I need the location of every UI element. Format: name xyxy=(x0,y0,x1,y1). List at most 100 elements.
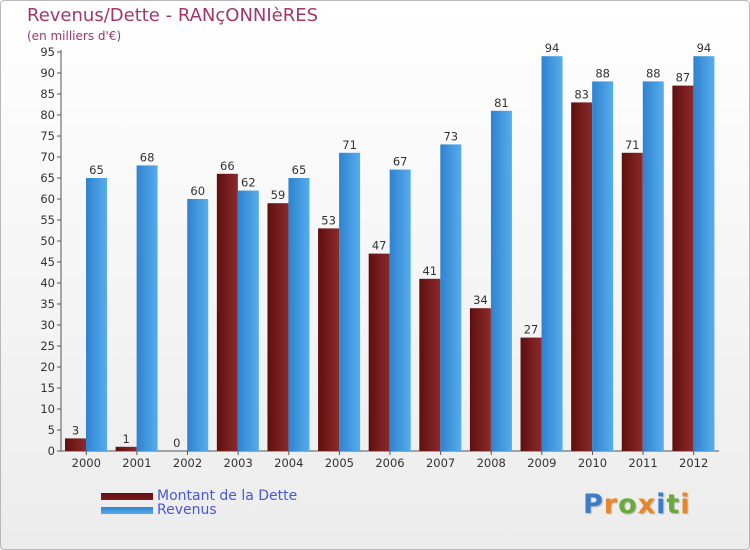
value-label-revenus: 67 xyxy=(393,155,408,169)
chart-bars xyxy=(65,56,715,452)
legend-label-dette: Montant de la Dette xyxy=(157,488,298,504)
value-label-revenus: 94 xyxy=(545,41,560,55)
y-tick-label: 45 xyxy=(40,255,55,269)
bar-revenus xyxy=(490,110,512,452)
bar-revenus xyxy=(288,178,310,451)
bar-dette xyxy=(419,278,441,451)
bar-dette xyxy=(621,152,643,452)
value-label-dette: 34 xyxy=(473,293,488,307)
value-label-dette: 83 xyxy=(574,87,589,101)
x-tick-label: 2004 xyxy=(274,456,303,470)
value-label-revenus: 62 xyxy=(241,176,256,190)
y-tick-label: 95 xyxy=(40,45,55,59)
logo-letter: t xyxy=(666,489,681,520)
logo-letter: x xyxy=(637,489,657,520)
bar-revenus xyxy=(642,81,664,452)
y-tick-label: 5 xyxy=(48,423,55,437)
y-tick-label: 10 xyxy=(40,402,55,416)
x-tick-label: 2006 xyxy=(375,456,404,470)
x-tick-label: 2007 xyxy=(426,456,455,470)
bar-revenus xyxy=(237,190,259,451)
value-label-revenus: 65 xyxy=(292,163,307,177)
x-tick-label: 2001 xyxy=(122,456,151,470)
bar-dette xyxy=(368,253,390,451)
bar-dette xyxy=(520,337,542,451)
logo-letter: P xyxy=(583,489,604,520)
bar-revenus xyxy=(440,144,462,451)
logo-letter: r xyxy=(603,489,619,520)
x-tick-label: 2011 xyxy=(628,456,657,470)
value-label-revenus: 60 xyxy=(190,184,205,198)
bar-dette xyxy=(318,228,340,451)
logo-letter: i xyxy=(680,489,691,520)
y-tick-label: 30 xyxy=(40,318,55,332)
bar-dette xyxy=(65,438,86,451)
chart-subtitle: (en milliers d'€) xyxy=(27,29,122,43)
value-label-dette: 0 xyxy=(173,436,180,450)
bar-revenus xyxy=(86,178,107,451)
bar-dette xyxy=(469,308,491,451)
y-tick-label: 55 xyxy=(40,213,55,227)
y-tick-label: 90 xyxy=(40,66,55,80)
value-label-dette: 27 xyxy=(524,323,539,337)
value-label-revenus: 81 xyxy=(494,96,509,110)
y-tick-label: 25 xyxy=(40,339,55,353)
y-tick-label: 85 xyxy=(40,87,55,101)
y-tick-label: 65 xyxy=(40,171,55,185)
value-label-revenus: 88 xyxy=(646,66,661,80)
y-tick-label: 40 xyxy=(40,276,55,290)
y-tick-label: 35 xyxy=(40,297,55,311)
value-label-revenus: 71 xyxy=(342,138,357,152)
x-tick-label: 2002 xyxy=(173,456,202,470)
legend-label-revenus: Revenus xyxy=(157,502,217,518)
bar-revenus xyxy=(592,81,614,452)
bar-dette xyxy=(216,173,238,452)
legend-swatch-dette xyxy=(101,493,153,500)
bar-revenus xyxy=(693,56,715,451)
value-label-dette: 3 xyxy=(72,423,79,437)
x-tick-label: 2005 xyxy=(325,456,354,470)
x-tick-label: 2010 xyxy=(578,456,607,470)
logo-letter: i xyxy=(656,489,667,520)
y-tick-label: 80 xyxy=(40,108,55,122)
y-tick-label: 50 xyxy=(40,234,55,248)
bar-revenus xyxy=(136,165,158,451)
value-label-dette: 47 xyxy=(372,239,387,253)
value-label-revenus: 68 xyxy=(140,150,155,164)
chart-axes: 0510152025303540455055606570758085909520… xyxy=(40,45,719,470)
chart-title: Revenus/Dette - RANçONNIèRES xyxy=(27,5,319,26)
value-label-revenus: 73 xyxy=(443,129,458,143)
bar-dette xyxy=(672,85,694,451)
bar-revenus xyxy=(339,152,361,452)
value-label-revenus: 94 xyxy=(697,41,712,55)
x-tick-label: 2003 xyxy=(224,456,253,470)
y-tick-label: 0 xyxy=(48,444,55,458)
y-tick-label: 75 xyxy=(40,129,55,143)
value-label-dette: 87 xyxy=(676,71,691,85)
bar-dette xyxy=(267,203,289,451)
value-label-dette: 1 xyxy=(122,432,129,446)
bar-revenus xyxy=(541,56,563,451)
value-label-dette: 53 xyxy=(321,213,336,227)
x-tick-label: 2012 xyxy=(679,456,708,470)
bar-revenus xyxy=(389,169,411,451)
bar-dette xyxy=(115,446,137,451)
bar-dette xyxy=(571,102,593,452)
value-label-revenus: 65 xyxy=(89,163,104,177)
x-tick-label: 2008 xyxy=(477,456,506,470)
y-tick-label: 20 xyxy=(40,360,55,374)
value-label-dette: 59 xyxy=(271,188,286,202)
logo-letter: o xyxy=(618,489,638,520)
legend-swatch-revenus xyxy=(101,507,153,514)
chart-value-labels: 3 65 1 68 0 60 66 62 59 65 53 71 47 67 41 73 34 81 27 94 83 8… xyxy=(72,41,711,450)
x-tick-label: 2009 xyxy=(527,456,556,470)
value-label-dette: 41 xyxy=(422,264,437,278)
y-tick-label: 15 xyxy=(40,381,55,395)
value-label-dette: 71 xyxy=(625,138,640,152)
value-label-dette: 66 xyxy=(220,159,235,173)
value-label-revenus: 88 xyxy=(595,66,610,80)
y-tick-label: 70 xyxy=(40,150,55,164)
bar-revenus xyxy=(187,199,209,451)
